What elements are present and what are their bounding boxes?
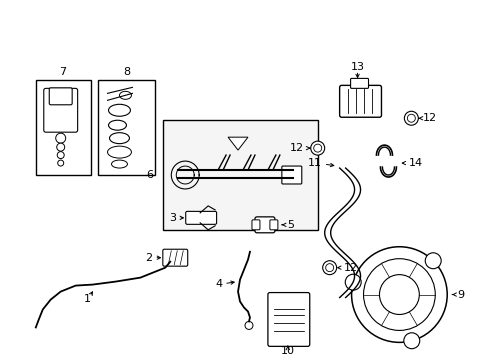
- Ellipse shape: [108, 104, 130, 116]
- Circle shape: [379, 275, 419, 315]
- Circle shape: [57, 143, 64, 151]
- Circle shape: [425, 253, 440, 269]
- FancyBboxPatch shape: [339, 85, 381, 117]
- Text: 4: 4: [215, 279, 222, 289]
- Circle shape: [351, 247, 447, 342]
- Text: 10: 10: [280, 346, 294, 356]
- Circle shape: [363, 259, 434, 330]
- FancyBboxPatch shape: [49, 88, 72, 105]
- Circle shape: [404, 111, 417, 125]
- Circle shape: [57, 152, 64, 159]
- Circle shape: [56, 133, 65, 143]
- Ellipse shape: [107, 146, 131, 158]
- Polygon shape: [227, 137, 247, 150]
- Text: 3: 3: [169, 213, 176, 223]
- Text: 13: 13: [350, 62, 364, 72]
- Circle shape: [345, 274, 361, 290]
- FancyBboxPatch shape: [254, 217, 274, 233]
- Text: 5: 5: [286, 220, 293, 230]
- Text: 12: 12: [423, 113, 437, 123]
- Circle shape: [310, 141, 324, 155]
- FancyBboxPatch shape: [163, 249, 187, 266]
- FancyBboxPatch shape: [269, 220, 277, 230]
- FancyBboxPatch shape: [267, 293, 309, 346]
- Circle shape: [325, 264, 333, 272]
- Text: 1: 1: [84, 293, 91, 303]
- Ellipse shape: [108, 120, 126, 130]
- Text: 14: 14: [407, 158, 422, 168]
- Text: 11: 11: [307, 158, 321, 168]
- Text: 6: 6: [146, 170, 153, 180]
- Bar: [163, 120, 317, 230]
- FancyBboxPatch shape: [281, 166, 301, 184]
- Text: 7: 7: [59, 67, 66, 77]
- Bar: [98, 80, 155, 175]
- Circle shape: [244, 321, 252, 329]
- Text: 12: 12: [289, 143, 303, 153]
- Ellipse shape: [119, 91, 131, 99]
- Ellipse shape: [111, 160, 127, 168]
- FancyBboxPatch shape: [251, 220, 260, 230]
- FancyBboxPatch shape: [44, 88, 78, 132]
- Text: 8: 8: [122, 67, 130, 77]
- Circle shape: [58, 160, 63, 166]
- Text: 12: 12: [343, 263, 357, 273]
- Ellipse shape: [109, 133, 129, 144]
- Text: 9: 9: [456, 289, 463, 300]
- FancyBboxPatch shape: [185, 211, 216, 224]
- Bar: [36, 80, 90, 175]
- FancyBboxPatch shape: [350, 78, 368, 88]
- Circle shape: [403, 333, 419, 349]
- Circle shape: [322, 261, 336, 275]
- Text: 2: 2: [145, 253, 152, 263]
- Circle shape: [407, 114, 414, 122]
- Circle shape: [313, 144, 321, 152]
